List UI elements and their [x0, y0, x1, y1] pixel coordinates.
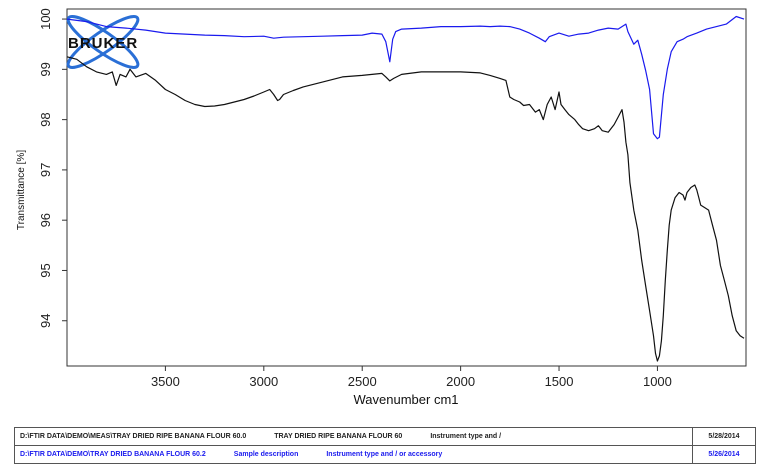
x-tick-label: 2500: [348, 374, 377, 389]
spectrum-info-table: D:\FTIR DATA\DEMO\MEAS\TRAY DRIED RIPE B…: [14, 427, 756, 464]
x-tick-label: 2000: [446, 374, 475, 389]
y-tick-label: 97: [38, 163, 53, 177]
ftir-spectrum-chart: BRUKER 3500 3000 2500 2000 1500 1000 94 95 96 97 9…: [16, 8, 747, 407]
x-tick-label: 1000: [643, 374, 672, 389]
sample-description: TRAY DRIED RIPE BANANA FLOUR 60: [274, 433, 403, 440]
info-row-1: D:\FTIR DATA\DEMO\MEAS\TRAY DRIED RIPE B…: [14, 427, 756, 446]
y-tick-label: 95: [38, 263, 53, 277]
y-tick-label: 94: [38, 314, 53, 328]
info-row-1-description: D:\FTIR DATA\DEMO\MEAS\TRAY DRIED RIPE B…: [14, 427, 693, 446]
spectrum-line-1: [66, 15, 745, 140]
y-tick-label: 96: [38, 213, 53, 227]
plot-frame: [66, 8, 747, 367]
x-tick-label: 3000: [249, 374, 278, 389]
series-layer: [66, 15, 745, 362]
file-path: D:\FTIR DATA\DEMO\MEAS\TRAY DRIED RIPE B…: [20, 433, 247, 440]
x-axis-title: Wavenumber cm1: [354, 392, 459, 407]
logo-text: BRUKER: [68, 35, 138, 52]
measurement-date: 5/26/2014: [692, 445, 756, 464]
bruker-logo: BRUKER: [66, 15, 140, 69]
spectrum-line-2: [66, 56, 745, 362]
file-path: D:\FTIR DATA\DEMO\TRAY DRIED BANANA FLOU…: [20, 451, 206, 458]
sample-description: Sample description: [233, 451, 299, 458]
y-tick-label: 99: [38, 62, 53, 76]
y-tick-label: 100: [38, 8, 53, 30]
instrument-description: Instrument type and /: [430, 433, 502, 440]
measurement-date: 5/28/2014: [692, 427, 756, 446]
x-tick-label: 1500: [545, 374, 574, 389]
instrument-description: Instrument type and / or accessory: [326, 451, 443, 458]
y-tick-label: 98: [38, 112, 53, 126]
info-row-2-description: D:\FTIR DATA\DEMO\TRAY DRIED BANANA FLOU…: [14, 445, 693, 464]
info-row-2: D:\FTIR DATA\DEMO\TRAY DRIED BANANA FLOU…: [14, 445, 756, 464]
x-tick-label: 3500: [151, 374, 180, 389]
axes-layer: 3500 3000 2500 2000 1500 1000 94 95 96 97 98 99 100: [38, 8, 672, 389]
y-axis-title: Transmittance [%]: [16, 150, 27, 230]
